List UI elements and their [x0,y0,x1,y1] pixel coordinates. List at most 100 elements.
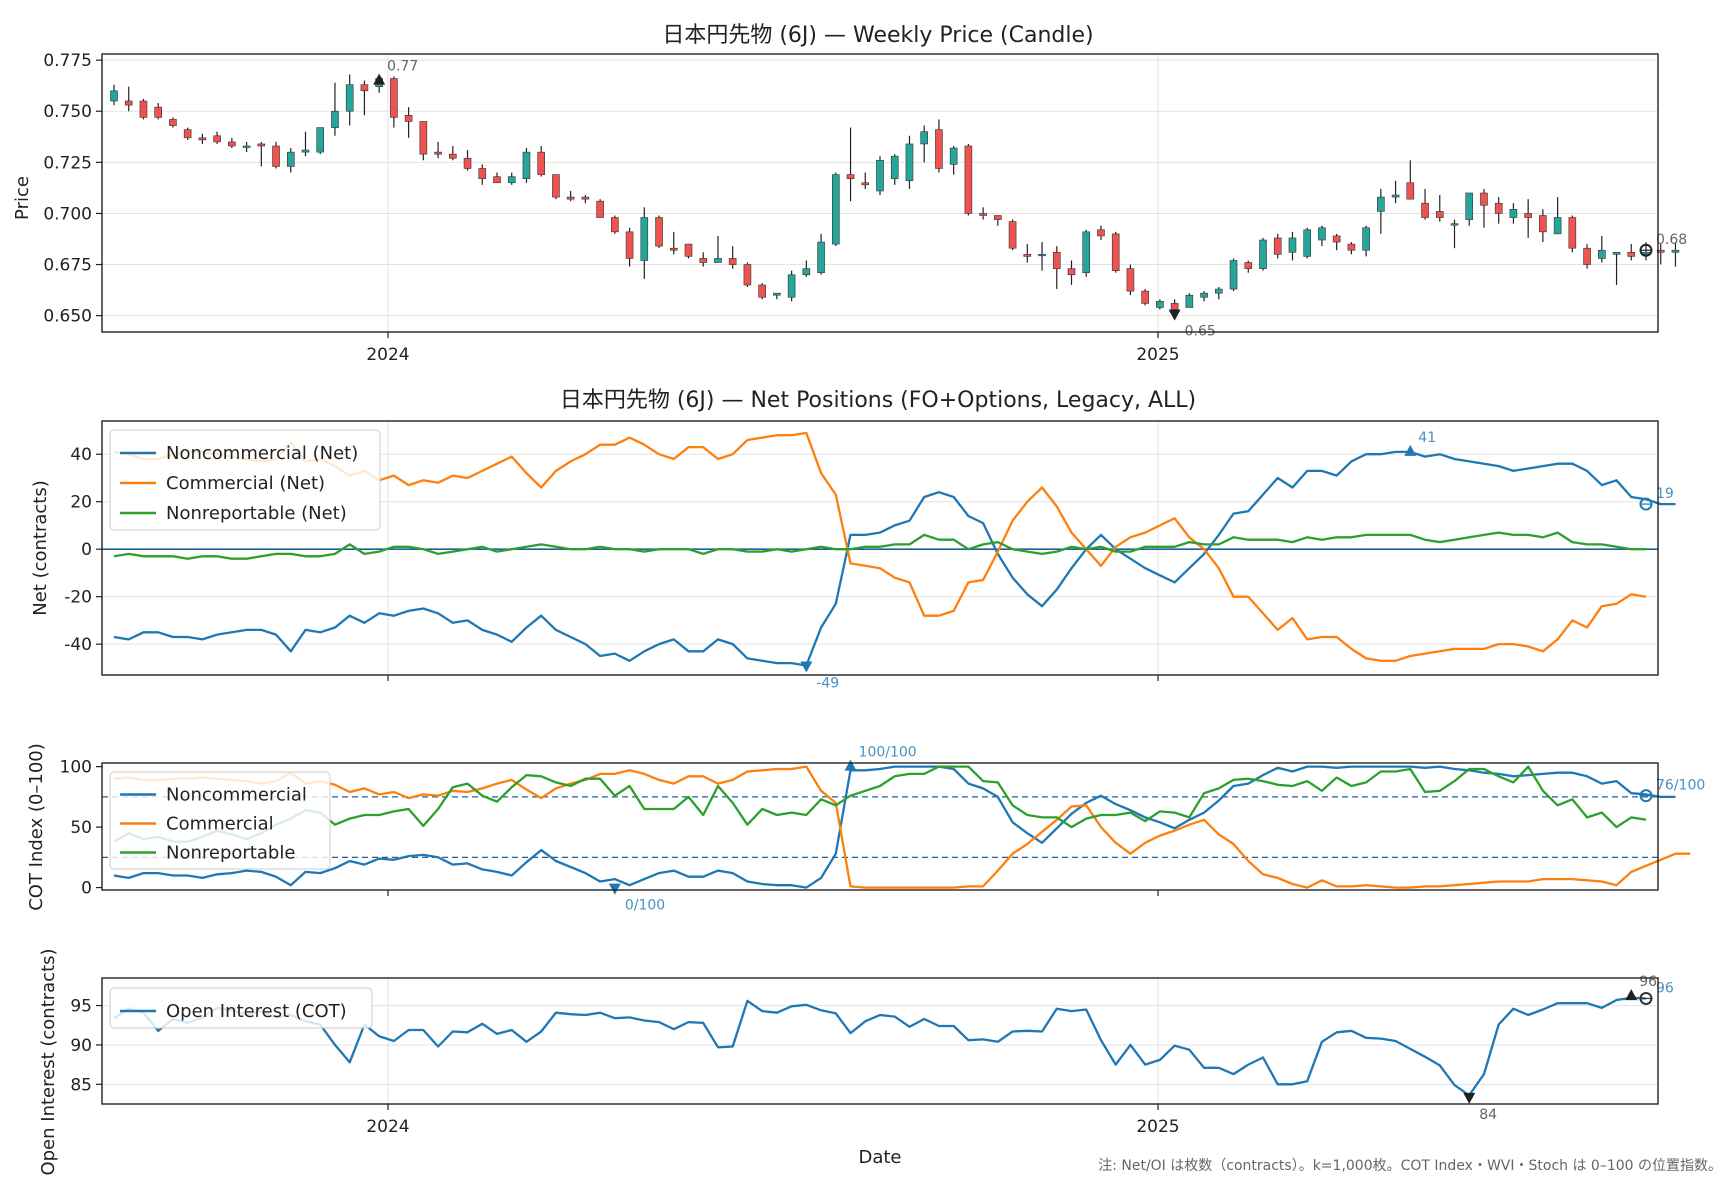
y-tick-label: 50 [70,818,92,838]
x-tick-label: 2024 [366,345,409,365]
y-tick-label: 90 [70,1036,92,1056]
candle-body [1568,217,1577,249]
candle-body [1421,202,1429,218]
candle-body [596,200,604,218]
price-plot-frame [101,53,1659,333]
legend-label: Nonreportable (Net) [166,503,347,524]
candle-body [1627,251,1636,257]
candle-body [124,100,133,106]
candle-body [1067,268,1076,276]
candle-body [463,157,472,169]
y-tick-label: 100 [60,758,92,778]
candle-body [1244,262,1253,269]
candle-body [861,182,870,186]
candle-body [552,174,560,198]
legend-box [109,987,373,1029]
candle-body [434,151,442,155]
y-tick-label: 0.775 [43,51,92,71]
series-line [113,765,1647,843]
x-tick-label: 2025 [1136,1117,1179,1137]
candle-body [1111,233,1120,271]
candle-body [1303,229,1311,257]
candle-body [684,243,693,257]
legend-label: Noncommercial [166,785,307,806]
candle-body [154,106,162,118]
candle-body [331,110,339,128]
candle-body [773,292,781,296]
legend-label: Nonreportable [166,843,295,864]
legend-box [109,429,381,531]
candle-body [1450,223,1459,226]
net-positions-panel: 日本円先物 (6J) — Net Positions (FO+Options, … [30,388,1676,692]
price-title: 日本円先物 (6J) — Weekly Price (Candle) [662,23,1093,48]
candle-body [1170,303,1179,310]
candle-body [1052,251,1061,269]
candle-body [714,258,722,263]
candle-body [345,84,354,112]
candle-body [787,274,796,298]
candle-body [817,241,825,274]
candle-body [1583,247,1591,265]
candle-body [1288,237,1297,253]
candle-body [169,119,177,126]
x-tick-label: 2024 [366,1117,409,1137]
candle-body [581,196,590,200]
candle-body [905,143,914,182]
candle-body [935,129,943,169]
candle-body [1215,288,1223,294]
net-positions-title: 日本円先物 (6J) — Net Positions (FO+Options, … [560,388,1196,413]
series-line [113,450,1676,667]
max-annotation: 0.77 [387,59,418,75]
legend-label: Commercial (Net) [166,473,325,494]
candle-body [640,217,649,261]
candle-body [1671,249,1680,253]
legend-box [109,771,331,870]
candle-body [1553,217,1562,235]
candle-body [1023,254,1032,257]
candle-body [1377,196,1385,212]
candle-body [110,90,118,102]
date-xlabel: Date [858,1147,901,1168]
open-interest-ylabel: Open Interest (contracts) [38,948,59,1175]
candle-body [625,231,634,259]
last-annotation: 0.68 [1656,232,1687,248]
candle-body [228,141,236,147]
candle-body [669,247,678,251]
cot-index-plot-frame [101,762,1659,891]
min-marker [608,883,621,895]
candle-body [1082,231,1091,274]
candle-body [1097,229,1105,237]
cot-index-panel: COT Index (0–100) 0 50 100 100/100 0/100 76/1… [26,743,1705,913]
last-marker [1639,789,1653,803]
legend-label: Open Interest (COT) [166,1001,347,1022]
y-tick-label: 0.725 [43,153,92,173]
last-annotation: 19 [1656,486,1674,502]
candle-body [994,215,1002,220]
candle-body [1465,192,1474,220]
candle-body [964,145,973,214]
candle-body [1362,227,1370,251]
candle-body [611,217,619,233]
cot-index-ylabel: COT Index (0–100) [26,743,47,911]
max-annotation: 100/100 [859,745,917,761]
candle-body [242,145,251,148]
candle-body [1391,194,1400,198]
net-positions-ylabel: Net (contracts) [30,480,51,616]
open-interest-panel: Open Interest (contracts) Date 95 90 85 202… [38,948,1674,1175]
y-tick-label: 85 [70,1075,92,1095]
candle-body [1347,243,1356,251]
candle-body [360,84,369,92]
candle-body [301,149,310,153]
candle-body [1332,235,1341,243]
candle-body [1494,202,1503,214]
candle-body [286,151,295,167]
max-marker [1625,989,1638,1001]
y-tick-label: 0.750 [43,102,92,122]
candle-body [316,127,325,153]
candle-body [1598,249,1606,259]
y-tick-label: 0.700 [43,204,92,224]
candle-body [478,168,487,179]
candle-body [1406,182,1415,200]
y-tick-label: 95 [70,997,92,1017]
